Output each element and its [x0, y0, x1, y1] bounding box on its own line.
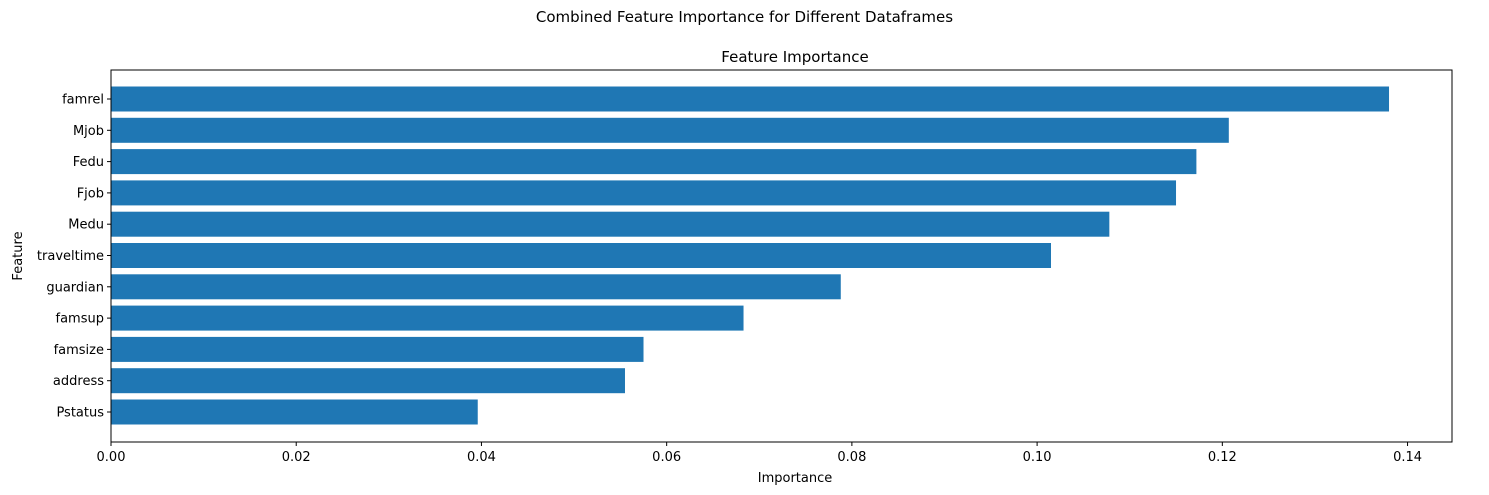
y-tick-label: Fjob — [77, 186, 104, 201]
bars-group — [111, 86, 1390, 425]
bar-famrel — [111, 86, 1390, 112]
x-tick-label: 0.10 — [1023, 450, 1052, 465]
y-tick-label: traveltime — [37, 249, 104, 264]
figure-suptitle: Combined Feature Importance for Differen… — [535, 8, 954, 26]
x-axis-ticks: 0.00 0.02 0.04 0.06 0.08 0.10 0.12 0.14 — [97, 442, 1422, 465]
bar-traveltime — [111, 243, 1051, 268]
bar-Fedu — [111, 149, 1197, 175]
bar-Fjob — [111, 180, 1177, 206]
x-tick-label: 0.04 — [467, 450, 496, 465]
x-tick-label: 0.00 — [97, 450, 126, 465]
y-tick-label: Mjob — [73, 124, 104, 139]
y-tick-label: Fedu — [73, 155, 104, 170]
x-tick-label: 0.02 — [282, 450, 311, 465]
x-tick-label: 0.12 — [1208, 450, 1237, 465]
bar-Pstatus — [111, 399, 478, 425]
y-tick-label: famsize — [54, 343, 104, 358]
x-tick-label: 0.08 — [837, 450, 866, 465]
y-tick-label: guardian — [46, 280, 104, 295]
y-axis-label: Feature — [11, 231, 26, 280]
chart-title: Feature Importance — [721, 48, 868, 66]
bar-famsup — [111, 305, 744, 331]
y-tick-label: Medu — [68, 218, 104, 233]
y-tick-label: famrel — [62, 93, 104, 108]
y-tick-label: famsup — [56, 312, 104, 327]
y-tick-label: address — [53, 374, 104, 389]
x-tick-label: 0.06 — [652, 450, 681, 465]
y-tick-label: Pstatus — [56, 406, 104, 421]
bar-Medu — [111, 211, 1110, 237]
bar-Mjob — [111, 117, 1229, 143]
x-axis-label: Importance — [758, 471, 833, 486]
x-tick-label: 0.14 — [1393, 450, 1422, 465]
bar-famsize — [111, 336, 644, 362]
y-axis-ticks: famrel Mjob Fedu Fjob Medu traveltime guardian… — [37, 93, 111, 421]
plot-frame — [110, 69, 1453, 443]
bar-address — [111, 368, 625, 394]
bar-guardian — [111, 274, 841, 300]
